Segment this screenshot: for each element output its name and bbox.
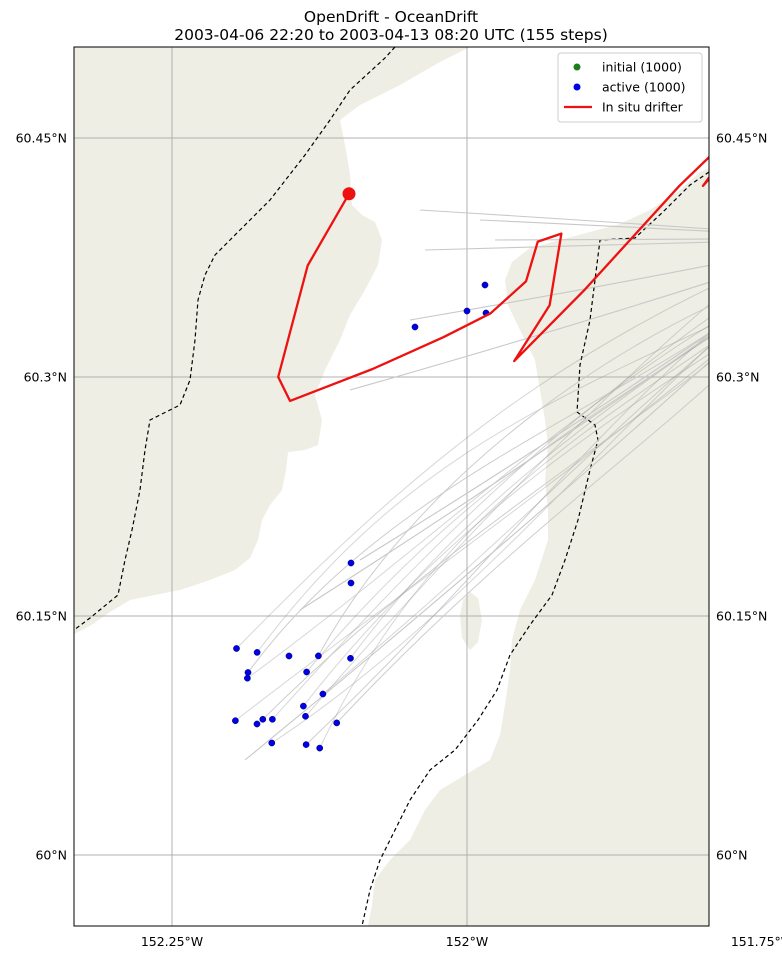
active-particle: [302, 741, 310, 748]
active-particle: [300, 702, 307, 710]
trajectory-layer: [235, 209, 709, 761]
lat-tick-label-right: 60.45°N: [716, 131, 767, 146]
legend-initial-label: initial (1000): [602, 60, 682, 75]
legend-drifter-label: In situ drifter: [602, 100, 684, 115]
active-particle: [463, 307, 471, 315]
figure-title: OpenDrift - OceanDrift: [304, 8, 478, 26]
border-lines: [74, 47, 709, 926]
particle-trajectory: [236, 287, 709, 649]
particle-trajectory: [305, 304, 709, 717]
particle-trajectory: [305, 332, 709, 745]
land-layer: [74, 47, 709, 926]
border-east: [361, 171, 709, 926]
active-particle: [315, 652, 322, 660]
particle-trajectory: [349, 281, 709, 391]
active-particle: [347, 579, 355, 587]
active-particle: [303, 668, 310, 676]
legend-box: [557, 52, 703, 123]
land-island: [460, 592, 482, 650]
legend-active-marker: [573, 83, 581, 91]
particle-trajectory: [256, 326, 709, 653]
active-particle: [244, 669, 252, 676]
lon-tick-label: 152.25°W: [141, 934, 203, 949]
tick-labels: 152.25°W152°W151.75°W151.5°W151.25°W151°…: [16, 131, 782, 949]
lat-tick-label-left: 60.45°N: [16, 131, 67, 146]
active-particle: [244, 674, 251, 682]
active-particle: [253, 720, 261, 728]
lat-tick-label-right: 60°N: [716, 848, 748, 863]
particle-trajectory: [306, 337, 709, 673]
map-area: [74, 47, 709, 926]
particle-trajectory: [419, 209, 709, 230]
border-west: [74, 47, 396, 631]
active-particle: [285, 652, 293, 660]
particle-trajectory: [247, 324, 709, 679]
land-east: [368, 47, 709, 926]
particle-trajectory: [262, 362, 709, 720]
lat-tick-label-left: 60.15°N: [16, 609, 67, 624]
active-particle: [302, 712, 309, 720]
active-particle: [347, 654, 354, 662]
active-particles-layer: [232, 281, 490, 752]
grid-lines: [74, 47, 709, 926]
active-particle: [233, 645, 240, 652]
active-particle: [316, 744, 324, 752]
lat-tick-label-right: 60.15°N: [716, 609, 767, 624]
active-particle: [319, 690, 327, 698]
particle-trajectory: [317, 306, 709, 657]
particle-trajectory: [359, 332, 709, 561]
particle-trajectory: [303, 353, 709, 707]
particle-trajectory: [424, 241, 709, 251]
drifter-end-marker: [342, 187, 356, 201]
active-particle: [481, 281, 489, 289]
active-particle: [232, 717, 239, 725]
active-particle: [347, 559, 355, 567]
lon-tick-label: 151.75°W: [731, 934, 782, 949]
drifter-layer: [277, 155, 709, 403]
particle-trajectory: [299, 335, 709, 611]
land-west: [74, 47, 470, 634]
active-particle: [259, 715, 267, 723]
axes-frame: [73, 46, 710, 927]
particle-trajectory: [247, 332, 709, 673]
active-particle: [269, 715, 276, 723]
particle-trajectory: [244, 361, 709, 761]
lon-tick-label: 152°W: [446, 934, 488, 949]
particle-trajectory: [271, 346, 709, 744]
drifter-track: [277, 155, 709, 403]
particle-trajectory: [409, 264, 709, 321]
legend-initial-marker: [573, 63, 581, 71]
active-particle: [268, 739, 276, 747]
particle-trajectory: [272, 317, 709, 720]
figure-subtitle: 2003-04-06 22:20 to 2003-04-13 08:20 UTC…: [174, 26, 608, 44]
lat-tick-label-left: 60.3°N: [24, 370, 67, 385]
legend: initial (1000) active (1000) In situ dri…: [557, 52, 703, 123]
lat-tick-label-right: 60.3°N: [716, 370, 759, 385]
particle-trajectory: [479, 219, 709, 232]
particle-trajectory: [350, 336, 709, 659]
active-particle: [253, 649, 261, 656]
active-particle: [411, 323, 419, 331]
legend-active-label: active (1000): [602, 80, 686, 95]
particle-trajectory: [319, 344, 709, 749]
lat-tick-label-left: 60°N: [35, 848, 67, 863]
particle-trajectory: [336, 384, 709, 724]
active-particle: [333, 719, 341, 727]
